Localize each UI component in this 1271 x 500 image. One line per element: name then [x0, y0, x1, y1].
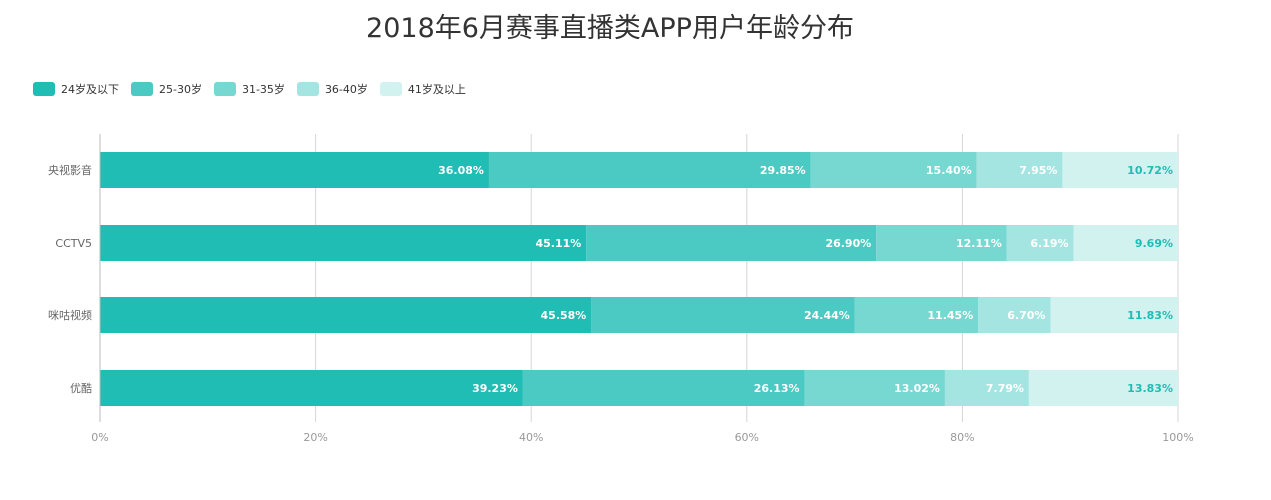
- bar-segment[interactable]: [488, 152, 811, 188]
- bar-segment[interactable]: [944, 370, 1029, 406]
- bar-segment[interactable]: [100, 152, 489, 188]
- legend-label: 31-35岁: [241, 83, 285, 96]
- bar-segment[interactable]: [1050, 297, 1178, 333]
- data-label: 15.40%: [926, 164, 972, 177]
- bar-segment[interactable]: [522, 370, 805, 406]
- legend-item-36-40[interactable]: 36-40岁: [296, 81, 368, 97]
- chart-title: 2018年6月赛事直播类APP用户年龄分布: [366, 13, 854, 44]
- data-label: 45.11%: [535, 237, 581, 250]
- legend-label: 41岁及以上: [407, 83, 466, 96]
- bar-segment[interactable]: [804, 370, 945, 406]
- data-label: 13.02%: [894, 382, 940, 395]
- bar-segment[interactable]: [591, 297, 855, 333]
- bar-segment[interactable]: [978, 297, 1051, 333]
- bar-segment[interactable]: [586, 225, 877, 261]
- data-label: 24.44%: [804, 309, 850, 322]
- bar-segment[interactable]: [976, 152, 1063, 188]
- legend-label: 24岁及以下: [61, 83, 119, 96]
- legend-item-31-35[interactable]: 31-35岁: [213, 81, 285, 97]
- legend-swatch: [131, 82, 153, 96]
- data-label: 39.23%: [472, 382, 518, 395]
- data-label: 9.69%: [1135, 237, 1173, 250]
- data-label: 6.70%: [1007, 309, 1045, 322]
- x-tick-label: 60%: [735, 431, 759, 444]
- data-label: 36.08%: [438, 164, 484, 177]
- bar-segment[interactable]: [876, 225, 1007, 261]
- bar-segment[interactable]: [100, 370, 523, 406]
- x-tick-label: 80%: [950, 431, 974, 444]
- legend-swatch: [33, 82, 55, 96]
- bar-segment[interactable]: [854, 297, 979, 333]
- data-label: 45.58%: [541, 309, 587, 322]
- legend-label: 25-30岁: [159, 83, 202, 96]
- legend-item-41-and-over[interactable]: 41岁及以上: [379, 81, 466, 97]
- bar-segment[interactable]: [1062, 152, 1178, 188]
- x-tick-label: 20%: [303, 431, 327, 444]
- data-label: 6.19%: [1030, 237, 1068, 250]
- data-label: 11.45%: [927, 309, 973, 322]
- bar-segment[interactable]: [100, 297, 592, 333]
- data-label: 7.95%: [1019, 164, 1057, 177]
- data-label: 11.83%: [1127, 309, 1173, 322]
- y-category-label: 央视影音: [48, 163, 92, 177]
- legend-label: 36-40岁: [324, 83, 368, 96]
- x-tick-label: 0%: [91, 431, 108, 444]
- data-label: 7.79%: [986, 382, 1024, 395]
- data-label: 12.11%: [956, 237, 1002, 250]
- bar-segment[interactable]: [810, 152, 977, 188]
- legend-swatch: [213, 82, 236, 96]
- legend-swatch: [296, 82, 319, 96]
- data-label: 26.13%: [754, 382, 800, 395]
- data-label: 13.83%: [1127, 382, 1173, 395]
- bar-segment[interactable]: [1006, 225, 1074, 261]
- y-category-label: 优酷: [70, 382, 92, 395]
- y-category-label: 咪咕视频: [48, 308, 92, 322]
- legend-item-25-30[interactable]: 25-30岁: [131, 81, 202, 97]
- data-label: 29.85%: [760, 164, 806, 177]
- bar-segment[interactable]: [1073, 225, 1178, 261]
- legend-swatch: [379, 82, 402, 96]
- x-tick-label: 40%: [519, 431, 543, 444]
- chart-legend: 24岁及以下 25-30岁 31-35岁 36-40岁 41岁及以上: [33, 81, 466, 97]
- bar-segment[interactable]: [1028, 370, 1178, 406]
- x-tick-label: 100%: [1162, 431, 1193, 444]
- y-category-label: CCTV5: [55, 237, 92, 250]
- bar-segment[interactable]: [100, 225, 587, 261]
- data-label: 10.72%: [1127, 164, 1173, 177]
- legend-item-24-and-under[interactable]: 24岁及以下: [33, 81, 119, 97]
- data-label: 26.90%: [825, 237, 871, 250]
